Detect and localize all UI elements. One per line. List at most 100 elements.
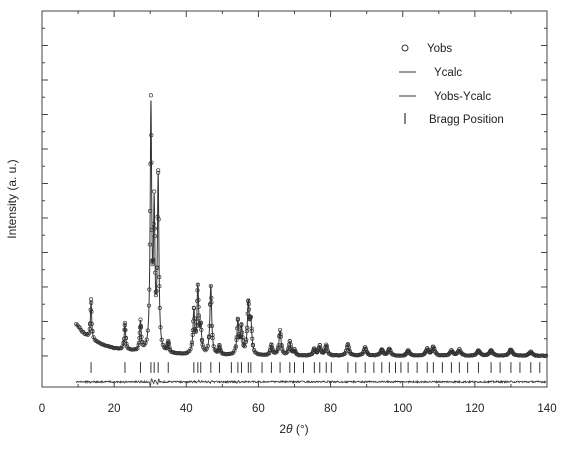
yobs-point [156,217,161,222]
yobs-point [201,345,206,350]
yobs-point [195,288,200,293]
yobs-point [150,262,155,267]
legend-difference-label: Yobs-Ycalc [434,91,491,103]
yobs-point [210,323,215,329]
yobs-point [275,347,280,352]
yobs-point [506,351,511,356]
yobs-point [84,331,89,337]
yobs-point [188,346,193,352]
yobs-point [138,317,143,322]
yobs-point [208,283,213,289]
ycalc-series-line [75,100,547,357]
yobs-point [74,321,79,327]
y-axis-ticks [42,27,547,357]
yobs-point [90,329,95,334]
yobs-point [199,327,204,332]
yobs-point [156,170,161,175]
legend-yobs-marker [401,44,409,52]
yobs-point [192,316,197,321]
yobs-point [510,349,515,354]
yobs-point [123,336,128,341]
yobs-point [88,307,93,312]
bragg-position-ticks [90,362,541,373]
yobs-point [285,349,290,354]
yobs-point [147,287,152,292]
yobs-point [149,160,154,165]
yobs-point [248,314,253,319]
yobs-point [288,345,294,350]
yobs-point [153,293,158,298]
yobs-point [278,332,283,337]
yobs-point [196,313,201,318]
yobs-point [167,345,172,350]
yobs-point [324,343,329,349]
x-tick-label: 40 [180,403,193,415]
yobs-point [145,328,150,333]
yobs-point [202,347,207,352]
yobs-point [138,325,144,330]
yobs-point [143,340,148,345]
yobs-point [200,338,205,343]
yobs-series-points [74,93,549,359]
yobs-point [154,289,159,294]
yobs-point [209,295,214,300]
yobs-point [89,300,94,305]
yobs-point [138,323,143,328]
yobs-point [86,331,92,336]
yobs-point [210,336,215,341]
yobs-point [160,342,165,347]
yobs-point [238,334,243,339]
yobs-point [205,343,210,349]
yobs-point [123,328,128,333]
yobs-point [151,221,156,226]
yobs-point [137,335,142,340]
yobs-point [137,330,142,335]
y-axis-title: Intensity (a. u.) [5,159,19,238]
yobs-point [157,305,162,311]
yobs-point [156,168,161,173]
yobs-point [148,209,153,214]
yobs-point [136,342,141,347]
yobs-point [144,337,149,342]
x-tick-label: 60 [252,403,265,415]
yobs-point [242,344,247,349]
yobs-point [505,351,511,356]
yobs-point [157,284,162,289]
yobs-point [278,327,283,332]
yobs-point [280,347,285,352]
yobs-point [486,351,491,356]
yobs-point [512,352,517,357]
x-tick-label: 120 [465,403,484,415]
yobs-point [217,343,222,348]
yobs-point [155,214,160,219]
yobs-point [206,334,212,339]
x-axis-tick-labels: 0 20 40 60 80 100 120 140 [39,403,557,415]
yobs-point [191,306,197,311]
yobs-point [362,347,367,352]
yobs-point [189,342,194,347]
legend-yobs-label: Yobs [427,43,452,55]
yobs-point [98,341,103,346]
yobs-point [231,350,236,355]
yobs-point [134,347,139,352]
yobs-point [275,349,280,354]
x-axis-ticks [41,11,548,387]
yobs-point [219,350,224,355]
legend-bragg-label: Bragg Position [429,114,504,126]
yobs-point [200,342,205,347]
yobs-point [195,282,200,287]
yobs-point [187,349,192,354]
yobs-point [158,325,163,330]
yobs-point [321,349,326,355]
yobs-point [240,335,245,340]
yobs-point [148,93,153,98]
yobs-point [251,348,257,353]
yobs-point [152,226,157,231]
yobs-point [233,344,238,349]
yobs-point [380,347,385,352]
yobs-point [157,275,162,280]
plot-frame [41,10,548,388]
yobs-point [193,328,199,334]
yobs-point [246,307,252,312]
